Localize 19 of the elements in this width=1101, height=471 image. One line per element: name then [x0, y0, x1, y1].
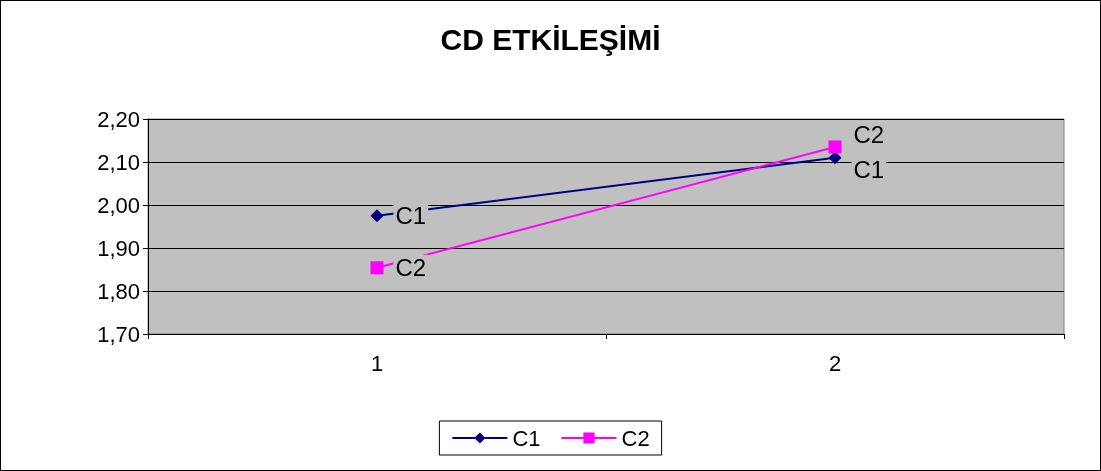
y-tick-label: 2,00 — [97, 192, 140, 218]
chart-title: CD ETKİLEŞİMİ — [440, 22, 661, 56]
text: C1 — [395, 202, 427, 230]
legend-label: C1 — [512, 425, 541, 451]
y-tick-label: 2,10 — [97, 149, 140, 175]
text: C2 — [853, 121, 885, 149]
y-tick-label: 1,90 — [97, 235, 140, 261]
point — [370, 209, 384, 223]
text: C2 — [395, 254, 427, 282]
point — [828, 140, 842, 154]
legend-label: C2 — [621, 425, 650, 451]
y-tick-label: 1,80 — [97, 278, 140, 304]
x-tick-label: 2 — [828, 350, 842, 376]
y-tick-label: 1,70 — [97, 321, 140, 347]
x-tick-label: 1 — [370, 350, 384, 376]
text: C1 — [853, 156, 885, 184]
y-tick-label: 2,20 — [97, 106, 140, 132]
point — [828, 151, 842, 165]
point — [370, 261, 384, 275]
